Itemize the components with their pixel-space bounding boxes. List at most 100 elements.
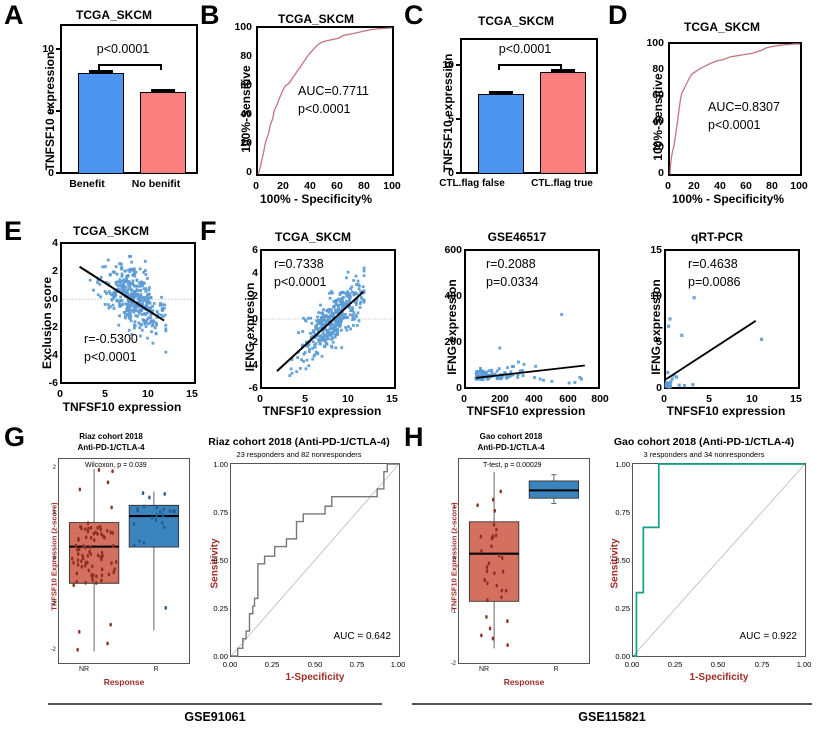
panel-d-ytick-60: 60 bbox=[652, 89, 664, 101]
panel-h-roc-ytick-000: 0.00 bbox=[615, 652, 630, 661]
panel-g-box-svg bbox=[59, 468, 189, 652]
panel-a-pvalue: p<0.0001 bbox=[96, 42, 150, 56]
panel-g-roc-xtick-025: 0.25 bbox=[264, 660, 280, 669]
panel-g-roc-ytick-075: 0.75 bbox=[213, 508, 228, 517]
panel-d-pvalue: p<0.0001 bbox=[708, 118, 761, 132]
panel-c-tickmark-5 bbox=[456, 118, 461, 120]
panel-e-scatter: TCGA_SKCM Exclusion score 4 2 0 -2 -4 -6… bbox=[28, 222, 200, 418]
panel-g-box-xtick-nr: NR bbox=[78, 666, 90, 673]
panel-d-xtick-60: 60 bbox=[740, 180, 752, 192]
panel-f-ytick-4: 4 bbox=[252, 267, 258, 279]
panel-b-plot-frame: AUC=0.7711 p<0.0001 bbox=[256, 26, 394, 176]
panel-b-ytick-80: 80 bbox=[240, 50, 252, 62]
panel-g-box-ytick-m1: -1 bbox=[50, 601, 56, 607]
panel-gse46517-ytick-400: 400 bbox=[444, 290, 462, 302]
group-caption-gse91061: GSE91061 bbox=[184, 710, 246, 724]
panel-g-box-ytick-m2: -2 bbox=[50, 647, 56, 653]
panel-g-roc: Riaz cohort 2018 (Anti-PD-1/CTLA-4) 23 r… bbox=[196, 432, 405, 684]
panel-gse46517-xtick-400: 400 bbox=[525, 393, 543, 405]
panel-gse46517-fit-line bbox=[476, 365, 585, 377]
panel-f-xtick-10: 10 bbox=[342, 393, 354, 405]
panel-c-pvalue: p<0.0001 bbox=[498, 42, 552, 56]
panel-f-p-value: p<0.0001 bbox=[274, 275, 327, 289]
panel-g-box-plot-frame: Wilcoxon, p = 0.039 bbox=[58, 458, 190, 664]
panel-c-tickmark-10 bbox=[456, 64, 461, 66]
panel-qrtpcr-xtick-5: 5 bbox=[706, 393, 712, 405]
panel-a-bar-nobenefit bbox=[140, 92, 186, 174]
panel-qrtpcr-title: qRT-PCR bbox=[691, 230, 743, 244]
panel-g-roc-title: Riaz cohort 2018 (Anti-PD-1/CTLA-4) bbox=[208, 436, 390, 448]
panel-qrtpcr-p-value: p=0.0086 bbox=[688, 275, 741, 289]
panel-qrtpcr-ytick-0: 0 bbox=[656, 382, 662, 394]
panel-g-box-xtick-r: R bbox=[153, 666, 159, 673]
panel-qrtpcr-xtick-15: 15 bbox=[790, 393, 802, 405]
panel-b-xtick-20: 20 bbox=[277, 180, 289, 192]
panel-h-box-ytick-m2: -2 bbox=[450, 661, 456, 667]
panel-e-xtick-15: 15 bbox=[186, 388, 198, 400]
panel-d-ytick-20: 20 bbox=[652, 141, 664, 153]
panel-b-auc: AUC=0.7711 bbox=[298, 84, 369, 98]
panel-g-box-xlabel: Response bbox=[103, 677, 145, 687]
panel-gse46517-ylabel: IFNG expression bbox=[445, 279, 459, 375]
panel-f-scatter: TCGA_SKCM IFNG expresion 6 4 2 0 -2 -4 -… bbox=[228, 222, 404, 418]
panel-gse46517-xtick-600: 600 bbox=[559, 393, 577, 405]
panel-h-roc-xtick-025: 0.25 bbox=[667, 660, 683, 669]
panel-h-roc-ytick-100: 1.00 bbox=[615, 460, 630, 469]
panel-h-box-xlabel: Response bbox=[503, 677, 545, 687]
panel-g-roc-ytick-100: 1.00 bbox=[213, 460, 228, 469]
panel-e-ytick-0: 0 bbox=[52, 293, 58, 305]
panel-g-box-ytick-0: 0 bbox=[52, 556, 56, 562]
panel-c-xtick-true: CTL.flag true bbox=[531, 178, 593, 189]
panel-c-errorbar-true bbox=[551, 69, 575, 72]
panel-a-tickmark-0 bbox=[56, 172, 61, 174]
panel-h-boxplot: Gao cohort 2018 Anti-PD-1/CTLA-4 TNFSF10… bbox=[426, 432, 592, 687]
panel-e-fit-line bbox=[80, 267, 164, 321]
panel-d-title: TCGA_SKCM bbox=[683, 20, 760, 34]
panel-g-roc-xtick-050: 0.50 bbox=[307, 660, 323, 669]
panel-h-roc-xtick-000: 0.00 bbox=[624, 660, 640, 669]
panel-b-ytick-40: 40 bbox=[240, 108, 252, 120]
panel-gse46517-r-value: r=0.2088 bbox=[486, 257, 536, 271]
panel-c-ytick-5: 5 bbox=[448, 113, 454, 125]
panel-a-plot-frame: p<0.0001 bbox=[60, 24, 198, 174]
panel-f-scatter-svg bbox=[262, 266, 394, 378]
panel-d-xtick-40: 40 bbox=[714, 180, 726, 192]
panel-a-barchart: TCGA_SKCM TNFSF10 expression 0 5 10 p<0.… bbox=[30, 6, 198, 206]
panel-qrtpcr-xtick-0: 0 bbox=[661, 393, 667, 405]
panel-qrtpcr-scatter: qRT-PCR IFNG expression 15 10 5 0 r=0.46… bbox=[632, 222, 812, 418]
panel-gse46517-p-value: p=0.0334 bbox=[486, 275, 539, 289]
panel-qrtpcr-scatter-svg bbox=[664, 296, 764, 389]
panel-f-ytick-0: 0 bbox=[252, 313, 258, 325]
panel-h-box-title-line2: Anti-PD-1/CTLA-4 bbox=[477, 443, 545, 452]
panel-g-roc-auc: AUC = 0.642 bbox=[333, 631, 391, 642]
panel-qrtpcr-ytick-15: 15 bbox=[650, 244, 662, 256]
panel-gse46517-xtick-200: 200 bbox=[491, 393, 509, 405]
panel-d-ytick-40: 40 bbox=[652, 115, 664, 127]
panel-c-xtick-false: CTL.flag false bbox=[439, 178, 505, 189]
panel-e-title: TCGA_SKCM bbox=[72, 224, 149, 238]
panel-e-ytick-m6: -6 bbox=[48, 377, 58, 389]
group-rule-right bbox=[412, 703, 812, 705]
panel-gse46517-plot-frame: r=0.2088 p=0.0334 bbox=[464, 249, 600, 389]
panel-e-scatter-svg bbox=[62, 254, 194, 354]
panel-e-xlabel: TNFSF10 expression bbox=[62, 400, 182, 414]
panel-a-xtick-nobenefit: No benifit bbox=[131, 178, 181, 190]
panel-b-xlabel: 100% - Specificity% bbox=[259, 192, 373, 206]
panel-d-auc: AUC=0.8307 bbox=[708, 100, 780, 114]
panel-h-roc-xlabel: 1-Specificity bbox=[689, 672, 749, 683]
panel-letter-h: H bbox=[404, 422, 424, 452]
panel-h-roc-diagonal bbox=[633, 464, 805, 656]
panel-g-roc-ytick-000: 0.00 bbox=[213, 652, 228, 661]
panel-b-title: TCGA_SKCM bbox=[277, 12, 354, 26]
panel-h-box-ytick-m1: -1 bbox=[450, 609, 456, 615]
panel-letter-g: G bbox=[4, 422, 25, 452]
panel-d-ytick-100: 100 bbox=[646, 37, 664, 49]
panel-h-box-xtick-r: R bbox=[553, 666, 559, 673]
panel-g-roc-xtick-100: 1.00 bbox=[390, 660, 406, 669]
panel-f-xtick-0: 0 bbox=[257, 393, 263, 405]
panel-c-plot-frame: p<0.0001 bbox=[460, 38, 598, 174]
panel-e-xtick-5: 5 bbox=[102, 388, 108, 400]
panel-qrtpcr-xlabel: TNFSF10 expression bbox=[666, 404, 786, 418]
panel-b-ytick-0: 0 bbox=[246, 166, 252, 178]
